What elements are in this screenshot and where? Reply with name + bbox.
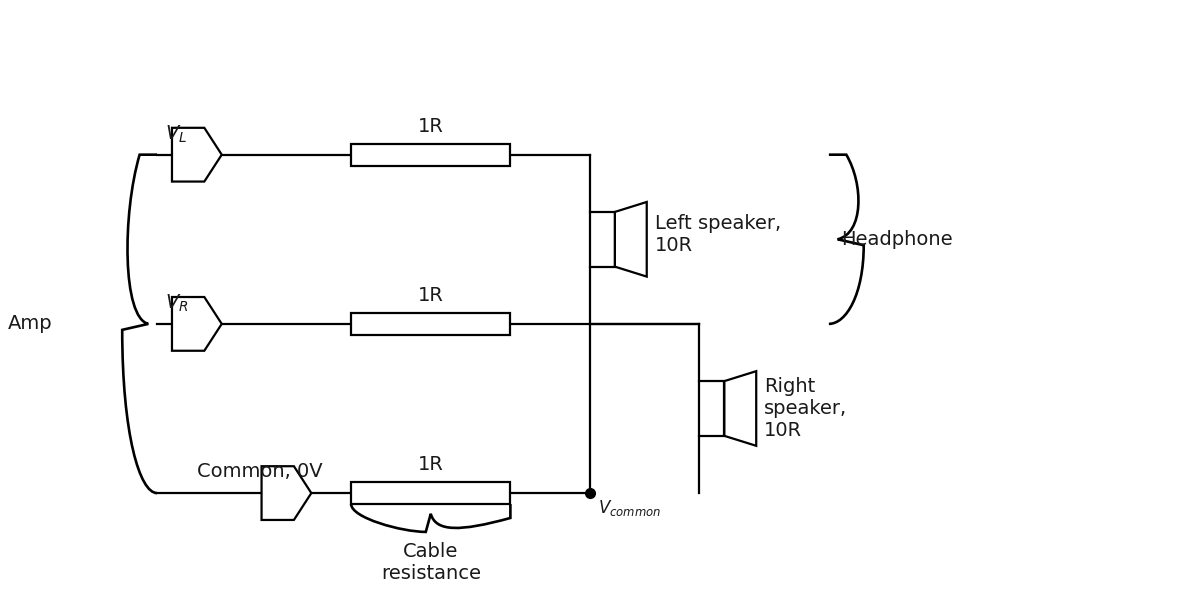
Polygon shape bbox=[614, 202, 646, 277]
Bar bbox=[700, 381, 725, 436]
Polygon shape bbox=[725, 371, 757, 446]
Text: 1R: 1R bbox=[418, 286, 444, 305]
Bar bbox=[590, 212, 614, 267]
Text: Cable
resistance: Cable resistance bbox=[381, 542, 481, 583]
Polygon shape bbox=[262, 466, 311, 520]
Text: 1R: 1R bbox=[418, 455, 444, 474]
Text: 1R: 1R bbox=[418, 117, 444, 136]
Text: Common, 0V: Common, 0V bbox=[197, 462, 322, 481]
Bar bbox=[352, 144, 510, 166]
Text: Amp: Amp bbox=[8, 315, 52, 333]
Polygon shape bbox=[172, 128, 221, 182]
Text: $V_L$: $V_L$ bbox=[165, 123, 187, 145]
Text: Left speaker,
10R: Left speaker, 10R bbox=[655, 214, 780, 255]
Bar bbox=[352, 313, 510, 335]
Text: $V_{common}$: $V_{common}$ bbox=[598, 498, 661, 518]
Text: Right
speaker,
10R: Right speaker, 10R bbox=[764, 377, 848, 440]
Bar bbox=[352, 482, 510, 504]
Polygon shape bbox=[172, 297, 221, 351]
Text: Headphone: Headphone bbox=[841, 230, 952, 249]
Text: $V_R$: $V_R$ bbox=[165, 292, 188, 314]
